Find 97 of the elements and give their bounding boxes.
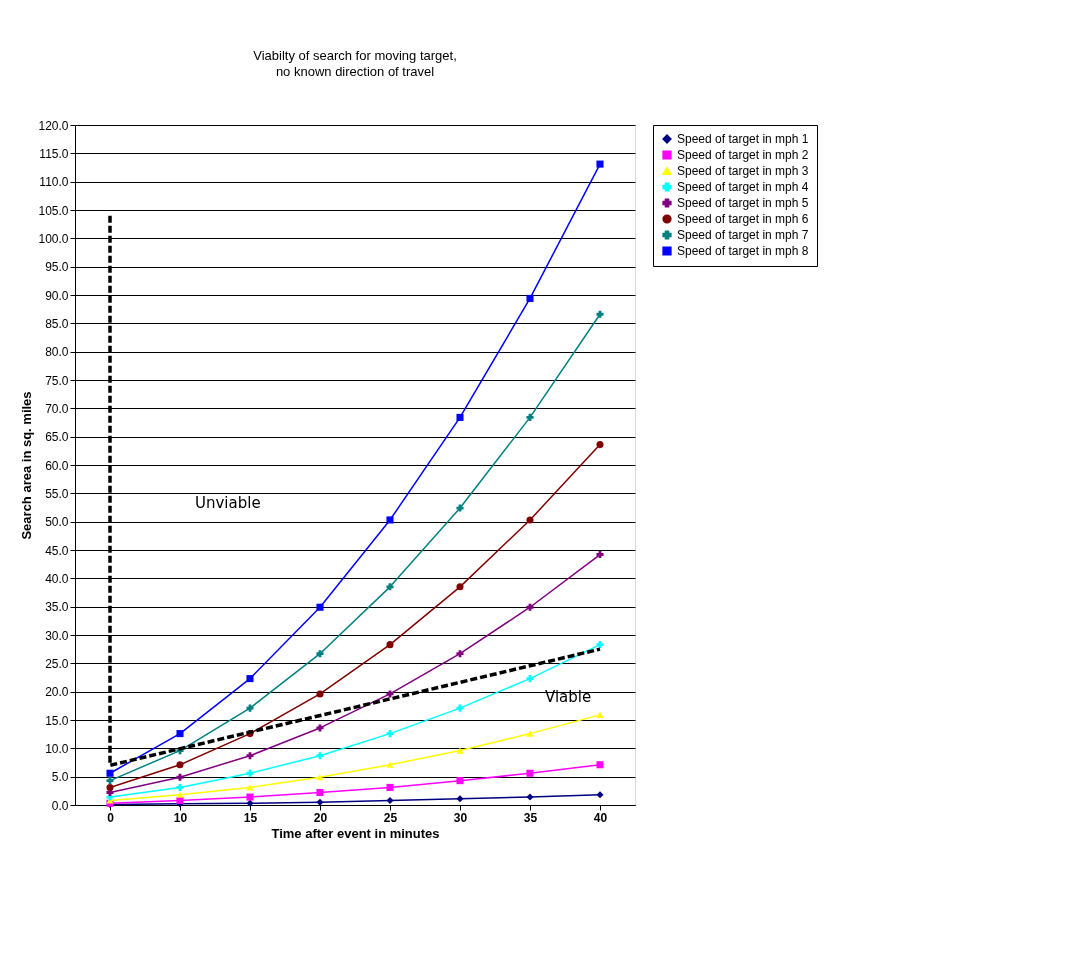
x-tick-label: 25 xyxy=(383,810,398,825)
x-tick-label: 30 xyxy=(453,810,468,825)
y-tick-label: 55.0 xyxy=(45,486,69,501)
point xyxy=(316,690,324,698)
point xyxy=(386,583,394,591)
y-tick-label: 0.0 xyxy=(51,798,69,813)
point xyxy=(386,641,394,649)
point xyxy=(596,551,604,559)
y-tick-label: 65.0 xyxy=(45,430,69,445)
y-tick-label: 80.0 xyxy=(45,345,69,360)
point xyxy=(176,783,184,791)
point xyxy=(316,752,324,760)
point xyxy=(526,730,534,737)
y-tick-label: 85.0 xyxy=(45,316,69,331)
point xyxy=(456,704,464,712)
y-tick-label: 40.0 xyxy=(45,571,69,586)
point xyxy=(386,730,394,738)
point xyxy=(316,603,324,611)
point xyxy=(456,583,464,591)
y-tick-label: 20.0 xyxy=(45,685,69,700)
point xyxy=(456,777,464,785)
y-tick-label: 35.0 xyxy=(45,600,69,615)
point xyxy=(316,798,324,806)
point xyxy=(176,730,184,738)
point xyxy=(526,294,534,302)
point xyxy=(246,769,254,777)
y-tick-label: 105.0 xyxy=(38,203,69,218)
y-tick-label: 25.0 xyxy=(45,656,69,671)
y-tick-label: 110.0 xyxy=(39,175,69,190)
y-tick-label: 15.0 xyxy=(45,713,69,728)
x-axis-title: Time after event in minutes xyxy=(271,825,440,841)
legend-label: Speed of target in mph 2 xyxy=(677,148,809,162)
point xyxy=(246,675,254,683)
point xyxy=(456,413,464,421)
point xyxy=(386,761,394,768)
y-tick-label: 45.0 xyxy=(45,543,69,558)
point xyxy=(456,795,464,803)
y-axis-title: Search area in sq. miles xyxy=(19,391,35,540)
y-tick-label: 60.0 xyxy=(45,458,69,473)
y-tick-label: 5.0 xyxy=(51,770,69,785)
legend-label: Speed of target in mph 5 xyxy=(677,196,809,210)
point xyxy=(596,641,604,649)
point xyxy=(596,791,604,799)
y-tick-label: 70.0 xyxy=(45,401,69,416)
legend-label: Speed of target in mph 4 xyxy=(677,180,809,194)
point xyxy=(526,793,534,801)
legend-label: Speed of target in mph 3 xyxy=(677,164,809,178)
point xyxy=(596,160,604,168)
legend-label: Speed of target in mph 1 xyxy=(677,132,809,146)
point xyxy=(526,675,534,683)
point xyxy=(316,789,324,797)
point xyxy=(176,796,184,804)
x-tick-label: 10 xyxy=(173,810,188,825)
point xyxy=(526,769,534,777)
annotation: Viable xyxy=(545,688,592,706)
legend-label: Speed of target in mph 7 xyxy=(677,228,809,242)
y-tick-label: 30.0 xyxy=(45,628,69,643)
point xyxy=(596,441,604,449)
chart-title: Viabilty of search for moving target, xyxy=(253,48,457,63)
point xyxy=(246,793,254,801)
point xyxy=(456,650,464,658)
y-tick-label: 50.0 xyxy=(45,515,69,530)
point xyxy=(106,783,114,791)
point xyxy=(386,516,394,524)
point xyxy=(526,413,534,421)
point xyxy=(176,791,184,798)
y-tick-label: 90.0 xyxy=(45,288,69,303)
point xyxy=(596,711,604,718)
x-tick-label: 35 xyxy=(523,810,538,825)
point xyxy=(106,769,114,777)
point xyxy=(386,796,394,804)
x-tick-label: 40 xyxy=(593,810,608,825)
y-tick-label: 115.0 xyxy=(39,146,69,161)
point xyxy=(596,310,604,318)
point xyxy=(386,783,394,791)
x-tick-label: 0 xyxy=(107,810,115,825)
point xyxy=(526,516,534,524)
point xyxy=(176,761,184,769)
x-tick-label: 20 xyxy=(313,810,328,825)
x-tick-label: 15 xyxy=(243,810,258,825)
legend-label: Speed of target in mph 8 xyxy=(677,244,809,258)
y-tick-label: 75.0 xyxy=(45,373,69,388)
y-tick-label: 10.0 xyxy=(45,741,69,756)
annotation: Unviable xyxy=(195,494,261,512)
point xyxy=(176,773,184,781)
y-tick-label: 95.0 xyxy=(45,260,69,275)
point xyxy=(526,603,534,611)
point xyxy=(456,747,464,754)
point xyxy=(246,752,254,760)
y-tick-label: 120.0 xyxy=(38,118,69,133)
point xyxy=(596,761,604,769)
y-tick-label: 100.0 xyxy=(38,231,69,246)
point xyxy=(316,650,324,658)
point xyxy=(106,777,114,785)
chart-subtitle: no known direction of travel xyxy=(275,64,435,79)
point xyxy=(246,704,254,712)
legend-label: Speed of target in mph 6 xyxy=(677,212,809,226)
